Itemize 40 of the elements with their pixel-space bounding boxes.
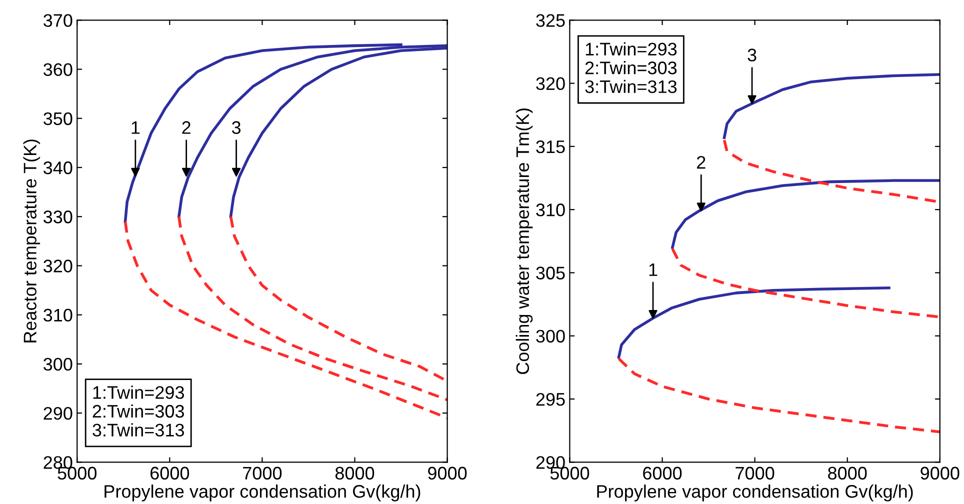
x-tick-label: 6000 [150,466,190,480]
y-tick-label: 290 [536,456,565,469]
y-tick-label: 325 [536,14,565,27]
y-tick-label: 310 [44,308,72,322]
x-tick-label: 9000 [428,466,467,480]
x-axis-title: Propylene vapor condensation Gv(kg/h) [104,484,420,502]
annotation: 2 [697,156,706,169]
y-axis-title: Reactor temperature T(K) [23,140,40,342]
x-tick-label: 5000 [58,466,96,480]
x-tick-label: 9000 [920,466,960,480]
annotation: 1 [132,121,140,134]
y-tick-label: 340 [44,161,72,174]
x-tick-label: 8000 [828,466,867,480]
y-tick-label: 280 [44,456,72,469]
annotation: 3 [748,48,756,62]
x-tick-label: 5000 [550,466,590,480]
y-tick-label: 315 [536,140,565,154]
x-tick-label: 7000 [736,466,774,480]
y-tick-label: 300 [536,330,565,343]
x-axis-title: Propylene vapor condensation Gv(kg/h) [597,484,913,502]
y-tick-label: 290 [44,406,72,420]
y-tick-label: 370 [44,14,72,27]
y-tick-label: 295 [536,392,565,406]
x-tick-label: 6000 [643,466,682,480]
y-tick-label: 330 [44,210,72,224]
y-tick-label: 310 [536,204,565,216]
y-tick-label: 360 [44,63,72,76]
annotation: 1 [649,264,658,276]
annotation: 2 [182,121,190,134]
x-tick-label: 8000 [335,466,374,480]
y-axis-title: Cooling water temperature Tm(K) [516,108,533,374]
y-tick-label: 320 [536,77,565,90]
y-tick-label: 350 [44,112,72,126]
y-tick-label: 300 [44,358,72,371]
annotation: 1:Twin=293 2:Twin=303 3:Twin=313 [585,42,677,94]
annotation: 3 [232,121,241,134]
y-tick-label: 305 [536,266,565,280]
annotation: 1:Twin=293 2:Twin=303 3:Twin=313 [92,386,184,436]
x-tick-label: 7000 [243,466,282,480]
y-tick-label: 320 [44,260,72,272]
